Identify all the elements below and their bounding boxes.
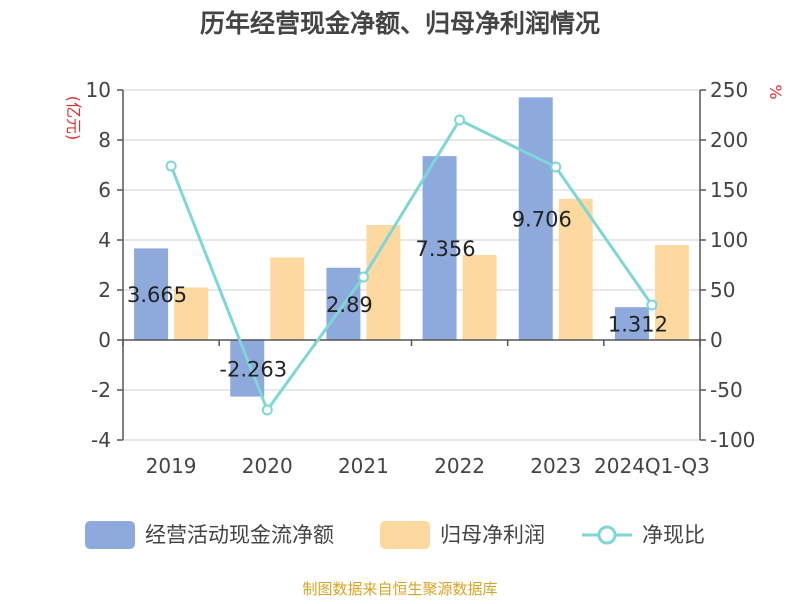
cash-flow-bar xyxy=(614,307,649,340)
x-axis-tick-label: 2020 xyxy=(242,454,293,478)
chart-title: 历年经营现金净额、归母净利润情况 xyxy=(200,9,600,38)
left-axis-tick-label: 0 xyxy=(98,328,111,352)
right-axis-tick-label: 0 xyxy=(710,328,723,352)
left-axis-tick-label: 10 xyxy=(86,78,111,102)
right-axis-unit: % xyxy=(766,84,785,99)
ratio-point xyxy=(646,299,658,311)
x-axis-tick-label: 2019 xyxy=(146,454,197,478)
source-footer: 制图数据来自恒生聚源数据库 xyxy=(302,580,497,598)
left-axis-tick-label: -2 xyxy=(91,378,111,402)
x-axis-tick-label: 2021 xyxy=(338,454,389,478)
legend-swatch-net-profit xyxy=(380,521,430,549)
left-axis-tick-label: 2 xyxy=(98,278,111,302)
net-profit-bar xyxy=(558,198,593,340)
right-axis-tick-label: -50 xyxy=(710,378,743,402)
ratio-point xyxy=(261,404,273,416)
ratio-point xyxy=(357,271,369,283)
net-profit-bar xyxy=(174,287,209,340)
right-axis-tick-label: -100 xyxy=(710,428,755,452)
legend-label: 经营活动现金流净额 xyxy=(145,523,334,547)
ratio-line-series xyxy=(165,114,658,416)
right-axis-tick-label: 100 xyxy=(710,228,748,252)
net-profit-bar xyxy=(462,255,497,340)
ratio-point xyxy=(454,114,466,126)
right-axis-tick-label: 200 xyxy=(710,128,748,152)
ratio-point xyxy=(550,161,562,173)
right-axis-tick-label: 50 xyxy=(710,278,735,302)
cash-flow-data-label: 2.89 xyxy=(326,293,373,317)
left-axis-tick-label: 8 xyxy=(98,128,111,152)
cash-flow-data-label: -2.263 xyxy=(219,357,287,381)
legend-label: 净现比 xyxy=(642,523,705,547)
bar-series xyxy=(134,97,689,397)
right-axis-tick-label: 250 xyxy=(710,78,748,102)
net-profit-bar xyxy=(270,257,305,340)
legend-swatch-ratio-marker xyxy=(597,525,617,545)
cash-flow-bar xyxy=(422,156,457,340)
x-axis-tick-label: 2022 xyxy=(434,454,485,478)
cash-flow-bar xyxy=(518,97,553,340)
legend: 经营活动现金流净额 归母净利润 净现比 xyxy=(85,521,705,549)
axes: 10 8 6 4 2 0 -2 -4 250 200 150 100 50 0 -50 -100 2019 202… xyxy=(86,78,756,478)
legend-swatch-cash-flow xyxy=(85,521,135,549)
ratio-point xyxy=(165,160,177,172)
cash-flow-data-label: 9.706 xyxy=(512,208,572,232)
data-labels: 3.665 -2.263 2.89 7.356 9.706 1.312 xyxy=(127,208,668,382)
left-axis-tick-label: 4 xyxy=(98,228,111,252)
right-axis-tick-label: 150 xyxy=(710,178,748,202)
net-profit-bar xyxy=(654,245,689,340)
legend-label: 归母净利润 xyxy=(440,523,545,547)
cash-flow-bar xyxy=(134,248,169,340)
cash-flow-data-label: 7.356 xyxy=(416,237,476,261)
left-axis-unit: (亿元) xyxy=(64,96,83,141)
left-axis-tick-label: 6 xyxy=(98,178,111,202)
left-axis-tick-label: -4 xyxy=(91,428,111,452)
x-axis-tick-label: 2023 xyxy=(530,454,581,478)
x-axis-tick-label: 2024Q1-Q3 xyxy=(594,454,710,478)
ratio-line xyxy=(169,118,654,414)
cash-flow-data-label: 3.665 xyxy=(127,283,187,307)
cash-flow-data-label: 1.312 xyxy=(608,313,668,337)
